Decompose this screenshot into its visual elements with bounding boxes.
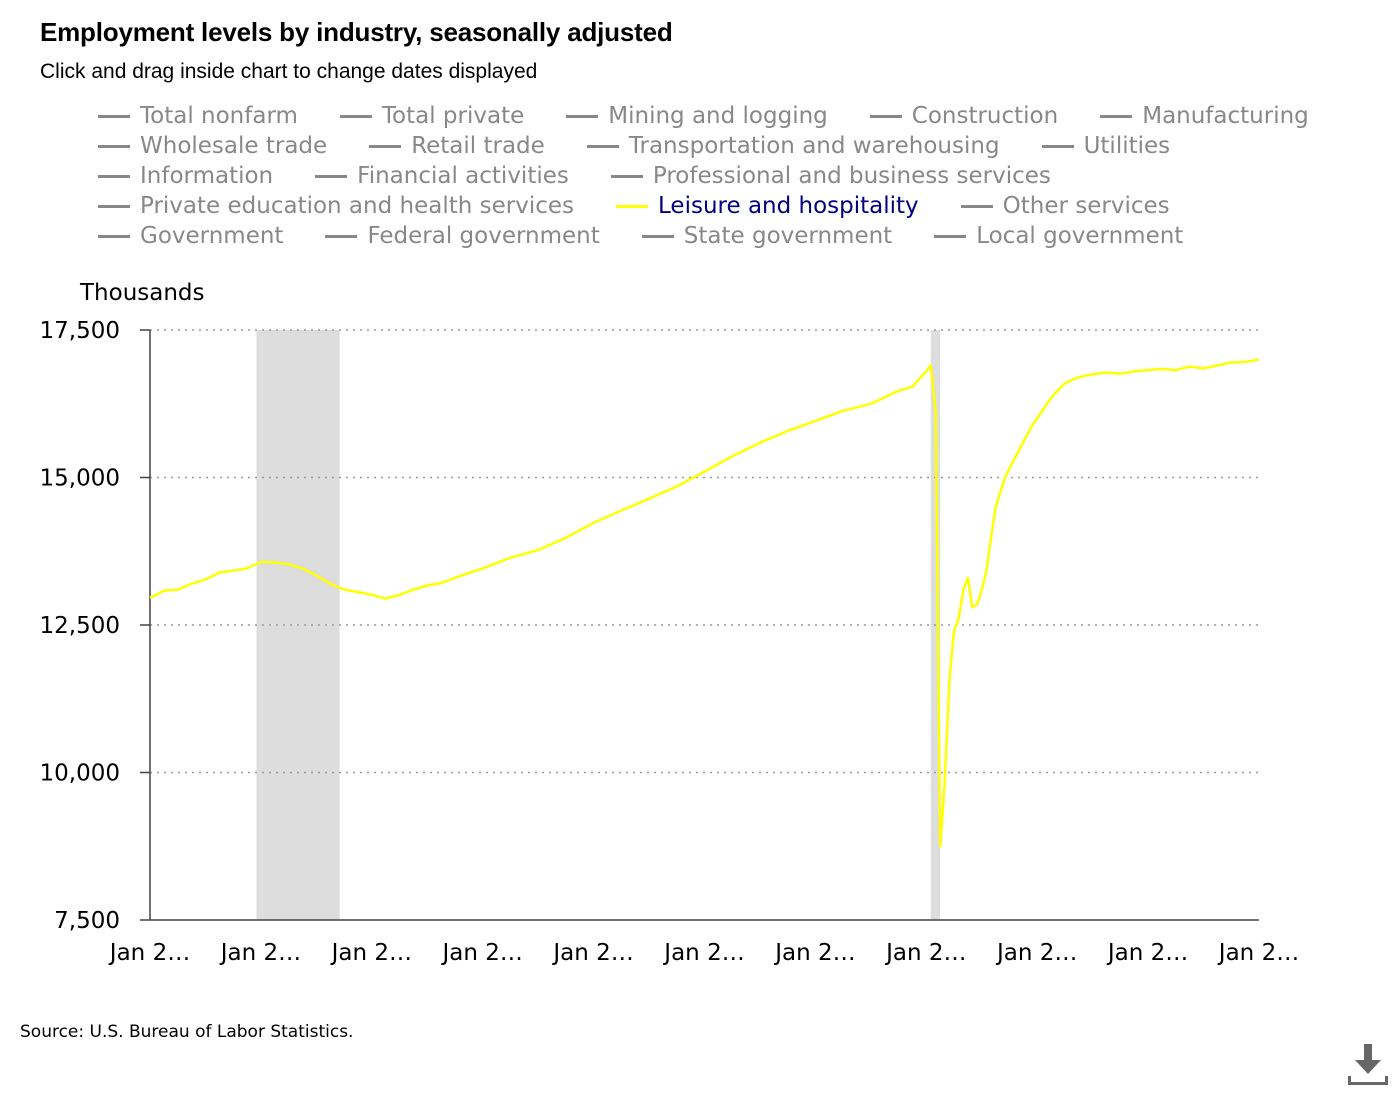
legend-swatch xyxy=(98,174,130,178)
series-line-leisure-and-hospitality xyxy=(149,358,1260,848)
legend-item[interactable]: Wholesale trade xyxy=(98,132,327,160)
legend-label: Transportation and warehousing xyxy=(628,133,1000,159)
legend: Total nonfarm Total private Mining and log… xyxy=(98,102,1388,250)
x-tick-label: Jan 2… xyxy=(1106,940,1188,966)
x-tick-label: Jan 2… xyxy=(108,940,190,966)
x-tick-label: Jan 2… xyxy=(219,940,301,966)
legend-item[interactable]: Other services xyxy=(960,192,1170,220)
x-tick-label: Jan 2… xyxy=(884,940,966,966)
x-tick-label: Jan 2… xyxy=(551,940,633,966)
legend-swatch xyxy=(616,204,649,208)
legend-swatch xyxy=(1100,114,1133,118)
legend-label: Professional and business services xyxy=(652,163,1051,189)
legend-item[interactable]: Total nonfarm xyxy=(98,102,298,130)
legend-item[interactable]: Mining and logging xyxy=(566,102,828,130)
gridlines xyxy=(150,329,1259,774)
legend-label: Mining and logging xyxy=(608,103,828,129)
x-tick-label: Jan 2… xyxy=(440,940,522,966)
legend-swatch xyxy=(586,144,619,148)
axes: 7,500 10,000 12,500 15,000 17,500 Jan 2… Jan 2… xyxy=(40,318,1300,966)
legend-label: Other services xyxy=(1002,193,1170,219)
legend-swatch xyxy=(960,204,993,208)
legend-swatch xyxy=(98,144,130,148)
chart-subtitle: Click and drag inside chart to change da… xyxy=(40,60,538,83)
legend-label: Federal government xyxy=(367,223,600,249)
legend-item[interactable]: Leisure and hospitality xyxy=(616,192,919,220)
legend-swatch xyxy=(315,174,348,178)
y-tick-label: 17,500 xyxy=(40,318,120,344)
legend-swatch xyxy=(369,144,402,148)
legend-item[interactable]: State government xyxy=(641,222,893,250)
download-button[interactable] xyxy=(1345,1042,1391,1088)
x-tick-label: Jan 2… xyxy=(330,940,412,966)
legend-label: Utilities xyxy=(1083,133,1171,159)
y-tick-label: 7,500 xyxy=(54,908,120,934)
x-tick-label: Jan 2… xyxy=(1217,940,1299,966)
legend-swatch xyxy=(98,204,130,208)
legend-item[interactable]: Information xyxy=(98,162,273,190)
legend-label: Local government xyxy=(976,223,1184,249)
legend-swatch xyxy=(566,114,599,118)
legend-swatch xyxy=(339,114,372,118)
legend-item[interactable]: Private education and health services xyxy=(98,192,574,220)
chart-title: Employment levels by industry, seasonall… xyxy=(40,17,673,47)
x-tick-label: Jan 2… xyxy=(662,940,744,966)
legend-swatch xyxy=(325,234,358,238)
legend-label: Private education and health services xyxy=(140,193,575,219)
legend-swatch xyxy=(98,234,130,238)
legend-label: Information xyxy=(140,163,274,189)
legend-swatch xyxy=(934,234,967,238)
legend-label: Wholesale trade xyxy=(140,133,328,159)
legend-label: Financial activities xyxy=(357,163,569,189)
legend-swatch xyxy=(610,174,643,178)
legend-item[interactable]: Utilities xyxy=(1041,132,1171,160)
legend-label: State government xyxy=(683,223,893,249)
y-tick-label: 15,000 xyxy=(40,466,120,492)
x-tick-label: Jan 2… xyxy=(995,940,1077,966)
legend-item[interactable]: Professional and business services xyxy=(610,162,1051,190)
legend-label: Leisure and hospitality xyxy=(658,193,919,219)
legend-item[interactable]: Retail trade xyxy=(369,132,545,160)
download-icon xyxy=(1348,1044,1388,1085)
legend-label: Total nonfarm xyxy=(140,103,298,129)
series-lines xyxy=(149,358,1260,848)
y-tick-label: 12,500 xyxy=(40,613,120,639)
legend-label: Total private xyxy=(381,103,525,129)
y-axis-label: Thousands xyxy=(79,280,205,306)
x-tick-label: Jan 2… xyxy=(773,940,855,966)
legend-label: Manufacturing xyxy=(1142,103,1309,129)
line-chart[interactable]: 7,500 10,000 12,500 15,000 17,500 Jan 2… Jan 2… xyxy=(0,0,1400,1000)
legend-item[interactable]: Local government xyxy=(934,222,1183,250)
legend-item[interactable]: Construction xyxy=(869,102,1059,130)
legend-label: Construction xyxy=(911,103,1059,129)
legend-swatch xyxy=(869,114,902,118)
legend-item[interactable]: Manufacturing xyxy=(1100,102,1309,130)
source-note: Source: U.S. Bureau of Labor Statistics. xyxy=(20,1022,354,1042)
legend-swatch xyxy=(1041,144,1074,148)
y-tick-label: 10,000 xyxy=(40,761,120,787)
legend-item[interactable]: Total private xyxy=(339,102,525,130)
legend-item[interactable]: Financial activities xyxy=(315,162,569,190)
legend-item[interactable]: Transportation and warehousing xyxy=(586,132,1000,160)
legend-swatch xyxy=(98,114,130,118)
legend-item[interactable]: Federal government xyxy=(325,222,600,250)
legend-label: Government xyxy=(140,223,284,249)
legend-item[interactable]: Government xyxy=(98,222,283,250)
legend-label: Retail trade xyxy=(411,133,545,159)
legend-swatch xyxy=(641,234,674,238)
